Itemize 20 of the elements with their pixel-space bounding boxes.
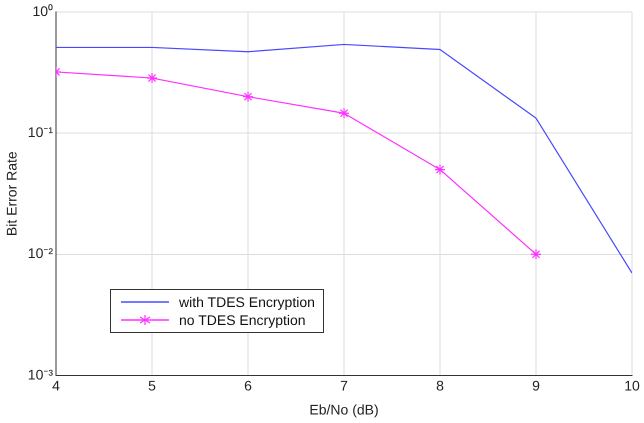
y-tick-label: 10⁻¹ bbox=[28, 124, 54, 140]
x-tick-label: 10 bbox=[624, 378, 640, 394]
point bbox=[530, 248, 542, 260]
x-tick-label: 7 bbox=[340, 378, 348, 394]
y-tick-label: 10⁻² bbox=[28, 245, 54, 262]
x-tick-label: 8 bbox=[436, 378, 444, 394]
y-axis-title: Bit Error Rate bbox=[3, 151, 20, 236]
point bbox=[146, 72, 158, 84]
x-tick-label: 4 bbox=[52, 378, 60, 394]
y-tick-label: 10⁻³ bbox=[28, 366, 54, 382]
y-tick-label: 10⁰ bbox=[32, 2, 54, 19]
legend-label: no TDES Encryption bbox=[179, 311, 306, 329]
x-tick-label: 5 bbox=[148, 378, 156, 394]
point bbox=[434, 164, 446, 176]
point bbox=[242, 91, 254, 102]
x-axis-title: Eb/No (dB) bbox=[309, 401, 379, 418]
point bbox=[338, 108, 350, 119]
x-tick-label: 9 bbox=[532, 378, 540, 394]
x-tick-label: 6 bbox=[244, 378, 252, 394]
legend-label: with TDES Encryption bbox=[179, 293, 315, 311]
